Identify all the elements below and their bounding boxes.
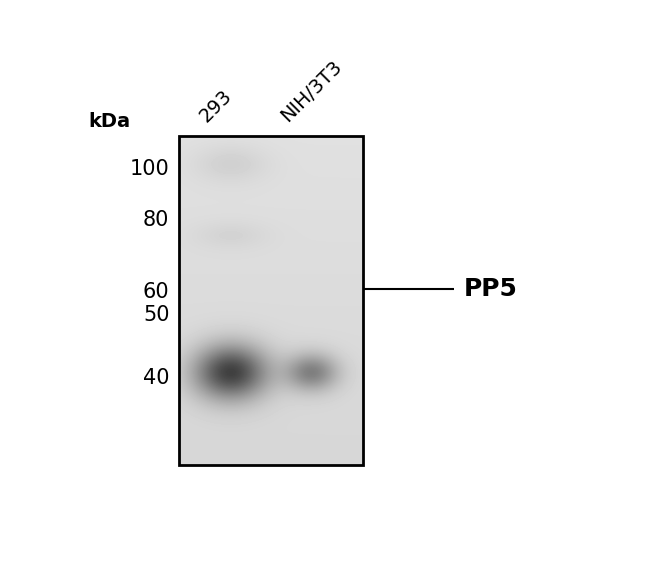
Text: 293: 293 <box>196 86 236 126</box>
Text: NIH/3T3: NIH/3T3 <box>277 57 345 126</box>
Text: 50: 50 <box>143 305 170 325</box>
Text: 40: 40 <box>143 367 170 388</box>
Text: kDa: kDa <box>88 112 130 131</box>
Text: 80: 80 <box>143 210 170 230</box>
Text: PP5: PP5 <box>464 277 518 301</box>
Bar <box>179 136 363 465</box>
Text: 100: 100 <box>129 159 170 180</box>
Text: 60: 60 <box>143 282 170 302</box>
